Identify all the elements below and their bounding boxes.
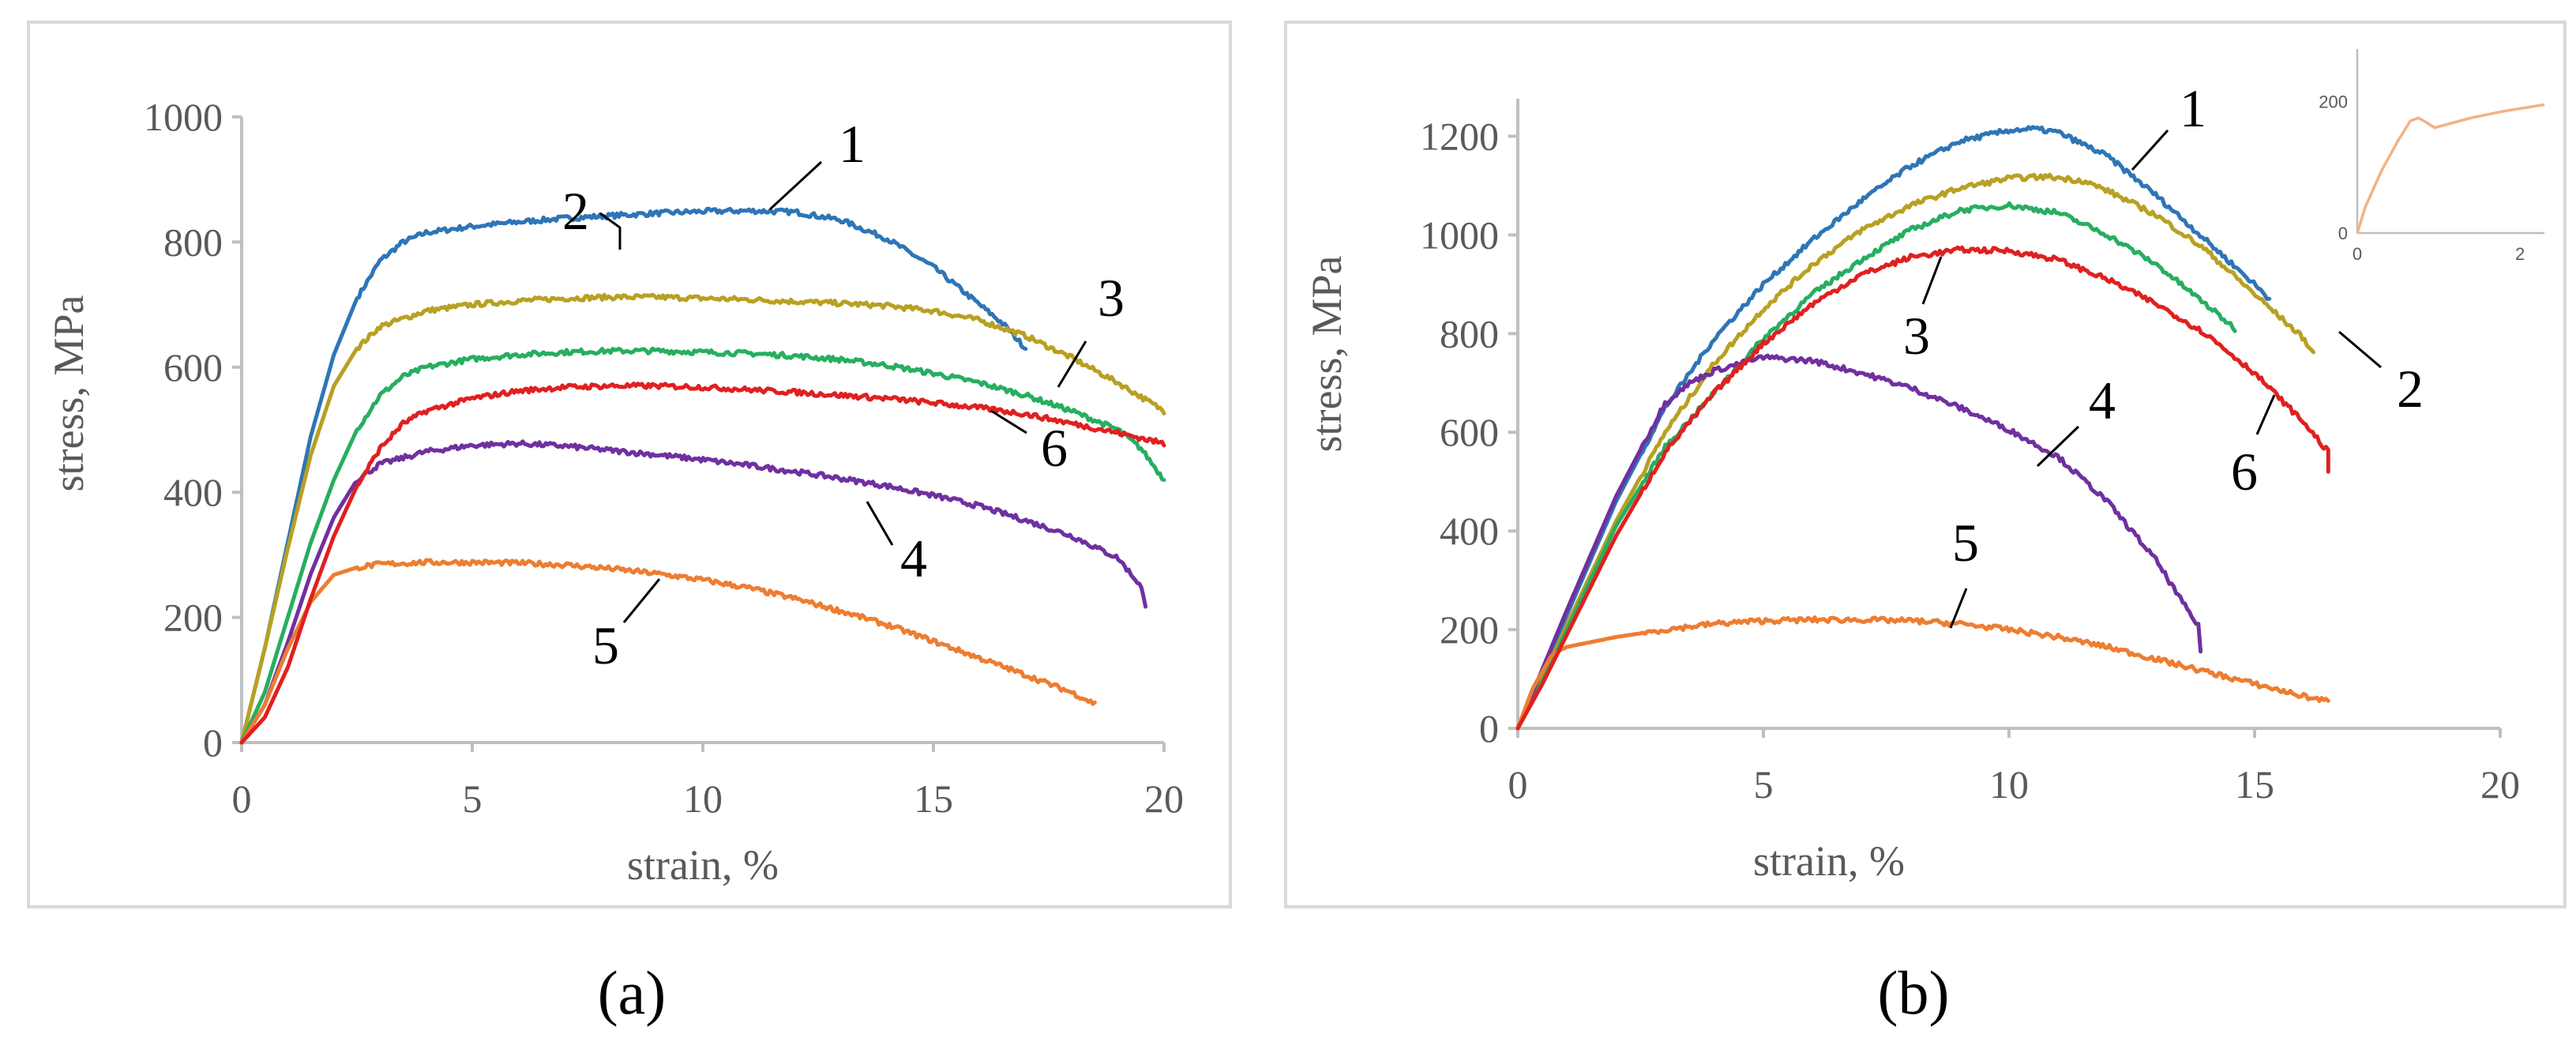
x-tick-label: 20 <box>2480 762 2520 807</box>
panel-a-leader-6 <box>990 409 1027 434</box>
panel-b-series <box>1515 125 2330 731</box>
y-tick-label: 1000 <box>144 95 223 139</box>
x-tick-label: 0 <box>1508 762 1528 807</box>
series-1-line <box>239 206 1028 745</box>
x-tick-label: 15 <box>2235 762 2274 807</box>
panel-a-label-2: 2 <box>562 181 589 241</box>
inset-x-tick-label: 2 <box>2515 244 2525 264</box>
panel-b-caption: (b) <box>1878 958 1950 1027</box>
panel-b-axes <box>1508 99 2502 738</box>
panel-a-y-axis-label: stress, MPa <box>45 295 92 491</box>
y-tick-label: 0 <box>203 720 223 765</box>
panel-b-leader-6 <box>2255 394 2276 435</box>
panel-b-label-5: 5 <box>1952 513 1979 573</box>
series-1-line <box>1515 125 2272 731</box>
y-tick-label: 200 <box>1440 607 1499 652</box>
y-tick-label: 400 <box>163 470 223 514</box>
panel-a-leader-2 <box>599 212 621 250</box>
panel-a-leader-1 <box>768 160 823 211</box>
series-5-line <box>239 558 1097 745</box>
series-2-line <box>239 292 1166 745</box>
inset-y-tick-label: 200 <box>2319 92 2348 111</box>
y-tick-label: 800 <box>163 220 223 264</box>
panel-a-label-3: 3 <box>1098 268 1125 328</box>
x-tick-label: 5 <box>1754 762 1774 807</box>
series-4-line <box>1515 353 2203 731</box>
y-tick-label: 0 <box>1479 706 1499 750</box>
panel-b-annotations: 1 2 3 6 4 5 <box>1903 78 2424 629</box>
panel-b-label-2: 2 <box>2397 359 2424 419</box>
panel-b-label-4: 4 <box>2089 370 2116 431</box>
series-3-line <box>239 346 1166 745</box>
panel-a-annotations: 1 2 3 6 4 5 <box>562 114 1125 675</box>
panel-b-leader-5 <box>1949 588 1968 629</box>
panel-b-frame <box>1284 21 2567 908</box>
y-tick-label: 200 <box>163 596 223 640</box>
panel-b-y-axis-label: stress, MPa <box>1303 255 1350 452</box>
panel-b-label-3: 3 <box>1903 306 1930 366</box>
series-6-line <box>1515 245 2330 731</box>
panel-a-leader-5 <box>622 578 661 623</box>
panel-a-label-5: 5 <box>592 615 619 675</box>
y-tick-label: 1200 <box>1420 114 1499 158</box>
x-tick-label: 20 <box>1144 777 1184 821</box>
panel-a-leader-4 <box>866 501 894 546</box>
panel-a-label-1: 1 <box>839 114 866 174</box>
inset-series-line <box>2356 103 2545 234</box>
panel-a-label-6: 6 <box>1041 418 1068 478</box>
x-tick-label: 5 <box>463 777 483 821</box>
panel-a-axes <box>232 115 1166 752</box>
panel-a-x-axis-label: strain, % <box>627 841 779 889</box>
panel-a-leader-3 <box>1057 340 1087 388</box>
panel-a-label-4: 4 <box>900 528 927 589</box>
panel-b-leader-1 <box>2131 129 2169 171</box>
y-tick-label: 800 <box>1440 311 1499 355</box>
y-tick-label: 600 <box>1440 410 1499 454</box>
series-3-line <box>1515 201 2237 731</box>
series-5-line <box>1515 615 2330 731</box>
series-6-line <box>239 382 1166 745</box>
x-tick-label: 10 <box>683 777 723 821</box>
y-tick-label: 600 <box>163 345 223 389</box>
panel-b-leader-3 <box>1921 256 1943 305</box>
x-tick-label: 15 <box>914 777 953 821</box>
panel-b-inset: 0 2 0 200 <box>2319 49 2545 264</box>
x-tick-label: 10 <box>1989 762 2029 807</box>
panel-a-caption: (a) <box>598 958 667 1027</box>
y-tick-label: 400 <box>1440 509 1499 553</box>
panel-a-frame <box>27 21 1232 908</box>
panel-b-x-axis-label: strain, % <box>1753 837 1905 885</box>
y-tick-label: 1000 <box>1420 212 1499 257</box>
panel-b-label-1: 1 <box>2180 78 2206 138</box>
series-2-line <box>1515 172 2316 731</box>
panel-b-leader-2 <box>2338 330 2382 369</box>
inset-y-tick-label: 0 <box>2338 224 2348 243</box>
panel-b-leader-4 <box>2036 425 2080 468</box>
panel-b-label-6: 6 <box>2231 442 2258 502</box>
panel-a-series <box>239 206 1166 745</box>
inset-x-tick-label: 0 <box>2353 244 2362 264</box>
x-tick-label: 0 <box>232 777 252 821</box>
series-4-line <box>239 439 1148 745</box>
